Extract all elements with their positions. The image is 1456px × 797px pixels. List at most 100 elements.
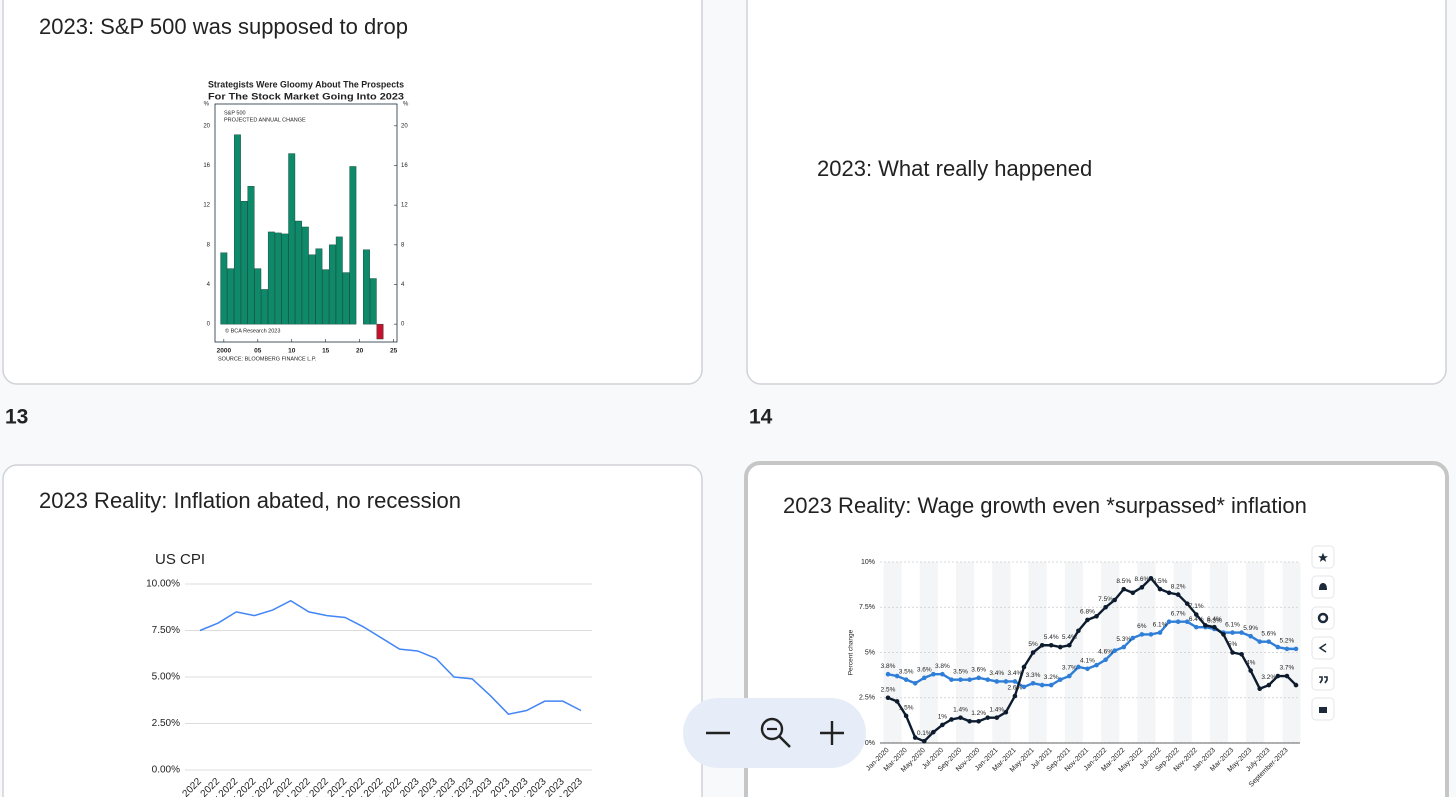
chart-subtitle: PROJECTED ANNUAL CHANGE — [224, 117, 306, 123]
series-point — [1112, 648, 1117, 653]
value-label: 5.4% — [1044, 634, 1059, 641]
series-point — [894, 699, 900, 704]
series-point — [967, 718, 972, 724]
value-label: 3.8% — [881, 663, 896, 670]
series-point — [1230, 630, 1235, 635]
slide-card[interactable] — [2, 464, 703, 797]
series-point — [903, 677, 909, 682]
series-point — [1121, 586, 1127, 592]
series-point — [1248, 633, 1253, 639]
chart-note: © BCA Research 2023 — [225, 327, 280, 334]
y-tick-label: 7.5% — [859, 604, 875, 611]
bar — [329, 244, 336, 325]
bar — [363, 249, 370, 325]
series-point — [1021, 684, 1027, 690]
slide-number: 14 — [749, 406, 773, 429]
toolbar-button[interactable] — [1311, 667, 1335, 691]
bar — [369, 278, 377, 325]
toolbar-button[interactable] — [1311, 697, 1335, 721]
series-point — [1021, 664, 1027, 670]
series-point — [1157, 630, 1163, 635]
slide-number: 13 — [5, 406, 28, 429]
series-point — [1148, 575, 1154, 581]
y-tick-label: 10% — [861, 559, 875, 566]
chart-title: Strategists Were Gloomy About The Prospe… — [208, 80, 404, 91]
series-point — [1166, 619, 1172, 625]
value-label: 3.6% — [917, 667, 932, 674]
chart-title: For The Stock Market Going Into 2023 — [208, 92, 404, 103]
series-point — [1139, 632, 1145, 637]
toolbar-button[interactable] — [1311, 575, 1335, 599]
value-label: 4.1% — [1080, 658, 1095, 665]
value-label: 6.1% — [1225, 621, 1240, 628]
series-point — [1094, 662, 1099, 668]
series-point — [958, 677, 963, 682]
slide-card[interactable] — [746, 0, 1447, 385]
series-point — [1275, 644, 1281, 650]
x-tick-label: 20 — [356, 348, 364, 355]
series-point — [985, 715, 991, 720]
y-tick-label: 2.5% — [859, 695, 875, 702]
series-point — [994, 679, 1000, 684]
value-label: 5.2% — [1280, 638, 1295, 645]
y-tick-label: 2.50% — [152, 718, 180, 729]
chart-subtitle: S&P 500 — [224, 110, 246, 116]
toolbar-button[interactable] — [1311, 606, 1335, 630]
value-label: 8.5% — [1116, 578, 1131, 585]
y-tick-label: 7.50% — [152, 625, 180, 636]
y-unit: % — [204, 102, 210, 108]
value-label: 6.8% — [1080, 609, 1095, 616]
value-label: 3.6% — [971, 667, 986, 674]
value-label: 5.9% — [1243, 625, 1258, 632]
series-point — [949, 717, 954, 722]
series-point — [1175, 592, 1181, 597]
bar — [322, 269, 330, 325]
series-point — [1048, 682, 1054, 688]
chart-title: US CPI — [155, 551, 205, 568]
zoom-reset[interactable] — [760, 717, 791, 748]
y-tick-label: 0.00% — [152, 765, 180, 776]
series-point — [940, 722, 945, 728]
bar — [308, 254, 316, 325]
series-point — [1039, 642, 1045, 648]
bar — [233, 134, 241, 325]
series-point — [976, 675, 981, 681]
bar — [288, 153, 296, 325]
value-label: 5.4% — [1062, 634, 1077, 641]
slide-title: 2023: S&P 500 was supposed to drop — [39, 14, 408, 39]
value-label: 3.3% — [1026, 672, 1041, 679]
series-point — [1057, 677, 1063, 682]
y-tick-label: 4 — [207, 282, 211, 288]
series-point — [1266, 639, 1272, 644]
zoom-in[interactable] — [820, 721, 844, 745]
bar — [247, 186, 255, 325]
series-point — [940, 671, 945, 677]
series-point — [1293, 682, 1299, 688]
series-point — [1057, 644, 1063, 650]
bar — [315, 248, 323, 325]
bar — [335, 236, 343, 325]
series-point — [1193, 612, 1199, 617]
value-label: 1.5% — [899, 705, 914, 712]
series-point — [1076, 628, 1081, 634]
value-label: 5% — [1028, 641, 1038, 648]
toolbar-button[interactable] — [1311, 636, 1335, 660]
series-point — [1003, 709, 1009, 715]
charts: Strategists Were Gloomy About The Prospe… — [146, 70, 1301, 797]
series-point — [1003, 679, 1009, 684]
toolbar-button[interactable] — [1311, 545, 1335, 569]
bar — [349, 166, 357, 325]
value-label: 3.5% — [953, 668, 968, 675]
y-unit: % — [403, 102, 409, 108]
series-point — [1284, 673, 1290, 679]
series-point — [931, 729, 936, 735]
series-point — [912, 680, 918, 686]
value-label: 4.6% — [1098, 648, 1113, 655]
series-point — [949, 677, 954, 682]
x-tick-label: 05 — [254, 348, 262, 355]
y-tick-label: 4 — [401, 282, 405, 288]
value-label: 7.5% — [1098, 596, 1113, 603]
series-point — [1121, 644, 1127, 650]
series-point — [1048, 642, 1054, 648]
